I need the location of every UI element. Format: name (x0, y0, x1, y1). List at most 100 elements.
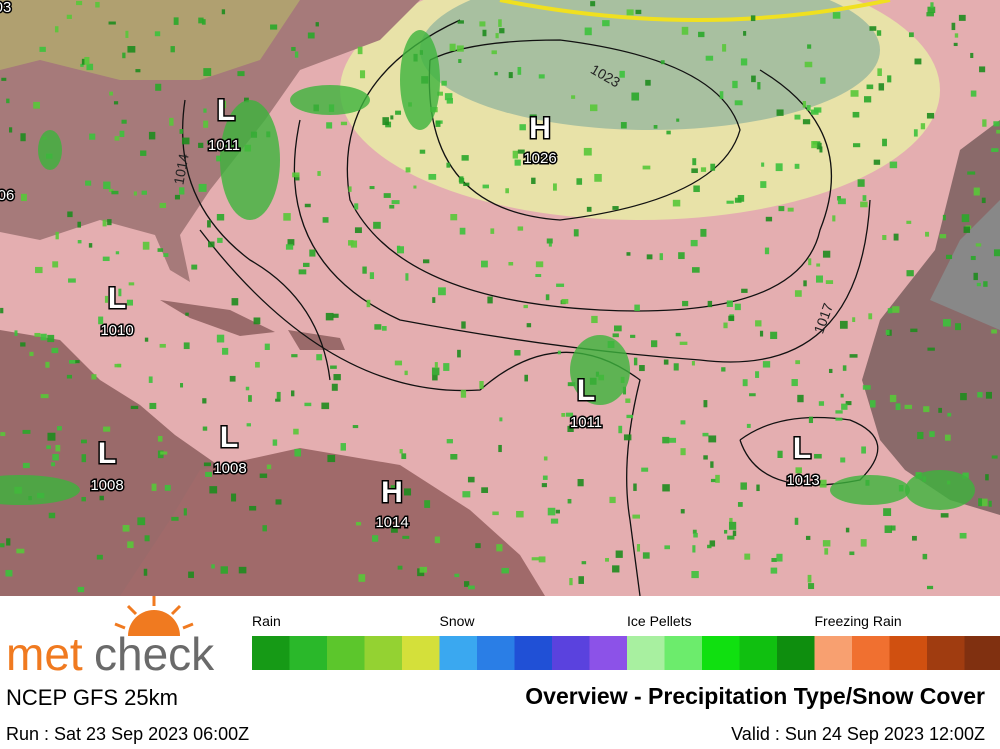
rain-cell (390, 115, 394, 120)
rain-cell (127, 541, 134, 548)
rain-cell (467, 476, 475, 483)
rain-cell (852, 111, 860, 118)
rain-cell (114, 136, 120, 141)
rain-cell (641, 467, 649, 472)
rain-cell (680, 420, 686, 425)
rain-cell (104, 295, 108, 303)
rain-cell (40, 333, 47, 341)
rain-cell (985, 391, 992, 399)
rain-cell (645, 79, 651, 86)
rain-cell (217, 237, 223, 243)
rain-cell (276, 391, 281, 400)
rain-cell (906, 220, 912, 224)
rain-cell (892, 306, 900, 313)
rain-cell (567, 382, 576, 387)
rain-cell (546, 238, 553, 244)
run: Run : Sat 23 Sep 2023 06:00Z (6, 724, 249, 744)
rain-cell (715, 474, 720, 483)
rain-cell (734, 100, 743, 106)
rain-cell (778, 206, 785, 212)
rain-cell (22, 462, 30, 469)
rain-area (0, 475, 80, 505)
rain-cell (744, 553, 751, 560)
rain-cell (757, 82, 761, 90)
pressure-value: 1011 (208, 137, 240, 154)
rain-cell (157, 248, 164, 252)
rain-cell (705, 55, 714, 61)
rain-cell (294, 51, 299, 58)
rain-cell (459, 227, 466, 235)
rain-cell (728, 315, 735, 321)
rain-cell (734, 303, 741, 311)
rain-cell (584, 27, 592, 36)
rain-cell (721, 367, 726, 372)
rain-cell (102, 256, 110, 262)
rain-cell (808, 583, 815, 590)
rain-cell (794, 163, 800, 169)
legend-swatch (514, 636, 552, 670)
rain-cell (524, 374, 529, 382)
rain-cell (822, 250, 831, 258)
rain-cell (126, 299, 134, 306)
rain-cell (325, 312, 334, 321)
rain-cell (47, 334, 55, 343)
rain-cell (860, 201, 868, 208)
rain-cell (703, 455, 708, 460)
rain-cell (866, 84, 874, 90)
rain-cell (438, 287, 446, 296)
rain-cell (839, 320, 848, 329)
rain-cell (327, 454, 336, 463)
rain-cell (304, 402, 312, 407)
rain-cell (926, 12, 934, 17)
rain-cell (920, 123, 926, 130)
rain-cell (148, 376, 153, 383)
rain-cell (633, 483, 637, 491)
rain-cell (291, 46, 296, 51)
rain-cell (119, 130, 125, 138)
rain-cell (137, 517, 146, 526)
rain-cell (623, 434, 632, 441)
rain-cell (332, 313, 339, 318)
rain-cell (362, 266, 367, 274)
rain-cell (756, 484, 760, 492)
rain-cell (372, 535, 379, 542)
rain-cell (373, 221, 381, 229)
legend-swatch (589, 636, 627, 670)
rain-cell (917, 431, 924, 440)
rain-cell (229, 375, 236, 382)
precip (0, 0, 1000, 593)
rain-cell (517, 66, 522, 75)
rain-cell (80, 63, 84, 67)
rain-cell (382, 117, 389, 126)
rain-cell (908, 32, 914, 38)
rain-cell (577, 479, 584, 487)
rain-cell (876, 30, 882, 36)
rain-cell (710, 461, 714, 468)
rain-cell (16, 548, 25, 554)
rain-cell (700, 167, 707, 172)
rain-cell (402, 535, 410, 539)
rain-cell (201, 19, 206, 25)
rain-cell (840, 393, 844, 398)
rain-cell (662, 484, 670, 492)
rain-cell (127, 46, 136, 53)
rain-cell (615, 550, 623, 558)
rain-cell (723, 322, 728, 329)
rain-cell (128, 282, 135, 286)
rain-cell (121, 119, 127, 124)
rain-cell (231, 298, 239, 306)
rain-cell (481, 260, 488, 268)
rain-cell (726, 300, 733, 307)
rain-cell (698, 31, 705, 38)
rain-cell (275, 499, 282, 505)
rain-cell (117, 363, 121, 368)
rain-cell (626, 414, 634, 419)
rain-cell (631, 92, 640, 101)
pressure-centers: L 1011 H 1026 L 1010 L 1011 L 1013 L 1008 L 1008 H 1014 (89, 93, 821, 533)
rain-cell (207, 220, 211, 228)
rain-cell (742, 379, 748, 387)
cuba (160, 300, 275, 336)
pressure-symbol: H (381, 476, 403, 509)
rain-cell (618, 425, 623, 434)
isobar (293, 119, 871, 363)
